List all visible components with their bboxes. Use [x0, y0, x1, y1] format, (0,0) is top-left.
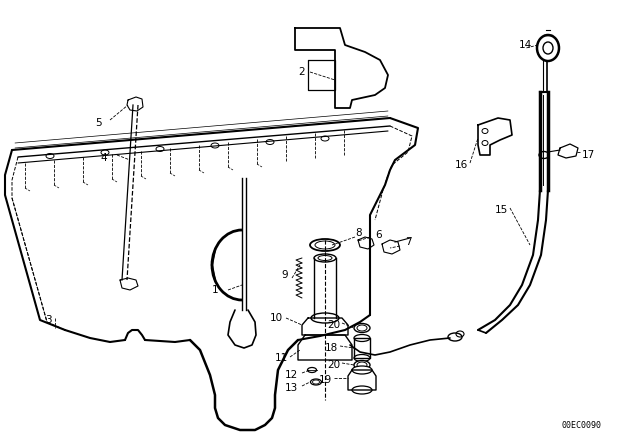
Text: 18: 18	[324, 343, 338, 353]
Ellipse shape	[311, 313, 339, 323]
Ellipse shape	[354, 354, 370, 362]
Ellipse shape	[352, 386, 372, 394]
Text: 7: 7	[405, 237, 412, 247]
Text: 13: 13	[285, 383, 298, 393]
Text: 9: 9	[282, 270, 288, 280]
Ellipse shape	[354, 335, 370, 341]
Text: 16: 16	[455, 160, 468, 170]
Text: 2: 2	[298, 67, 305, 77]
Ellipse shape	[354, 323, 370, 332]
Text: 5: 5	[95, 118, 102, 128]
Ellipse shape	[354, 361, 370, 370]
Text: 6: 6	[375, 230, 381, 240]
Ellipse shape	[352, 366, 372, 374]
Text: 10: 10	[270, 313, 283, 323]
Text: 1: 1	[211, 285, 218, 295]
Text: 00EC0090: 00EC0090	[562, 421, 602, 430]
Text: 17: 17	[582, 150, 595, 160]
Ellipse shape	[448, 333, 462, 341]
Text: 12: 12	[285, 370, 298, 380]
Text: 8: 8	[355, 228, 362, 238]
Ellipse shape	[539, 151, 549, 159]
Text: 20: 20	[327, 320, 340, 330]
Text: 14: 14	[519, 40, 532, 50]
Text: 11: 11	[275, 353, 288, 363]
Text: 3: 3	[45, 315, 52, 325]
Text: 19: 19	[319, 375, 332, 385]
Text: 20: 20	[327, 360, 340, 370]
Text: 15: 15	[495, 205, 508, 215]
Ellipse shape	[314, 254, 336, 262]
Text: 4: 4	[100, 153, 107, 163]
